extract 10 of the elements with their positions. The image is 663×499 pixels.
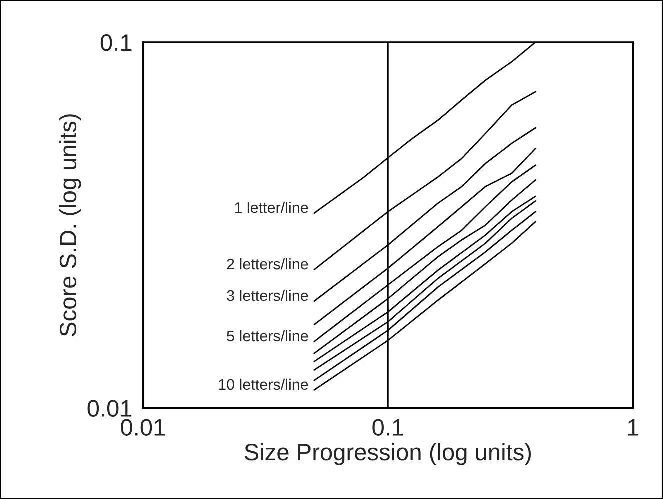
x-tick-label: 1 xyxy=(628,419,639,436)
series-label: 1 letter/line xyxy=(235,202,308,214)
series-label: 3 letters/line xyxy=(227,290,308,302)
x-axis-title: Size Progression (log units) xyxy=(244,443,532,466)
x-tick-label: 0.01 xyxy=(121,419,166,436)
y-axis-title: Score S.D. (log units) xyxy=(59,114,82,336)
series-label: 10 letters/line xyxy=(219,378,308,390)
x-tick-label: 0.1 xyxy=(372,419,404,436)
series-label: 2 letters/line xyxy=(227,258,308,270)
series-label: 5 letters/line xyxy=(227,330,308,342)
